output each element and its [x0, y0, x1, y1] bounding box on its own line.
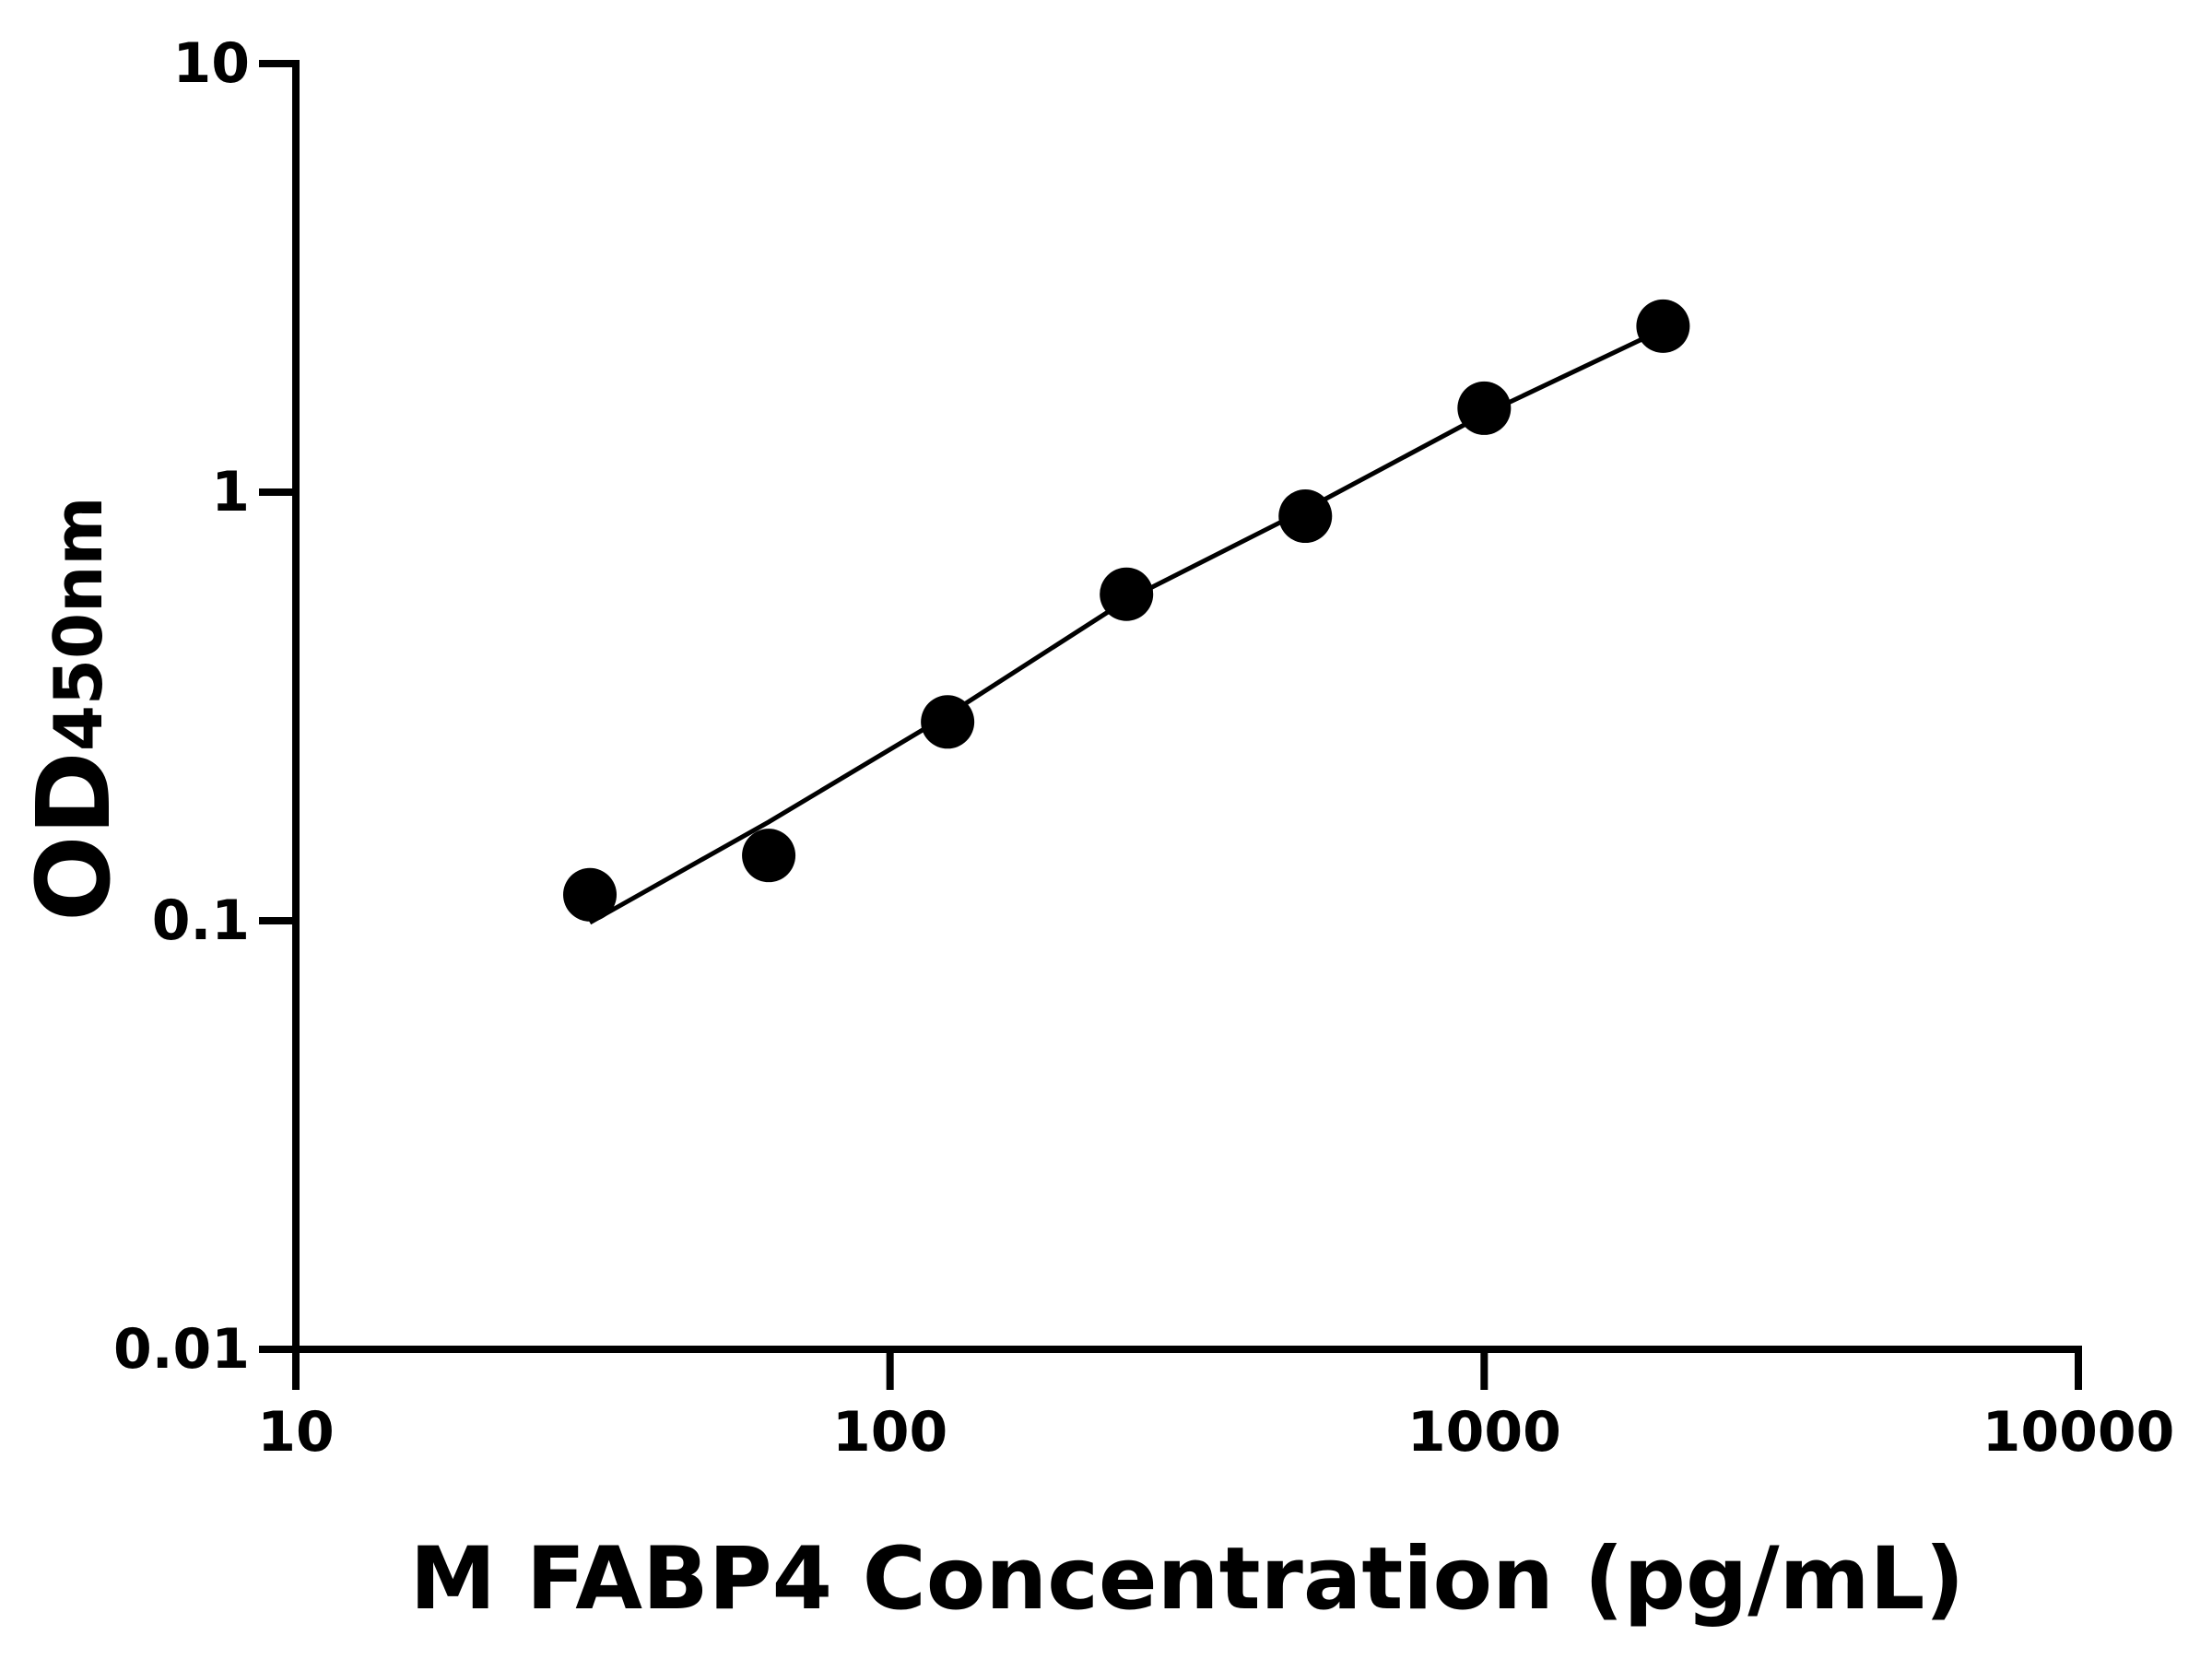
y-tick-label: 1 — [211, 460, 250, 524]
data-point — [742, 829, 796, 883]
data-point — [1457, 381, 1512, 435]
y-axis-label-group: OD450nm — [15, 497, 133, 922]
x-axis-label: M FABP4 Concentration (pg/mL) — [410, 1529, 1965, 1630]
y-axis-label: OD450nm — [15, 497, 133, 922]
data-point — [1636, 299, 1690, 353]
y-tick-label: 0.1 — [152, 888, 250, 953]
data-point — [1100, 567, 1154, 621]
data-point — [1278, 489, 1333, 544]
x-tick-label: 100 — [832, 1400, 947, 1465]
x-tick-label: 10 — [257, 1400, 335, 1465]
data-point — [921, 695, 975, 749]
y-tick-label: 10 — [173, 31, 251, 96]
x-tick-label: 10000 — [1983, 1400, 2175, 1465]
data-point — [563, 867, 618, 922]
y-axis-label-main: OD — [15, 751, 133, 922]
y-axis-label-sub: 450nm — [40, 497, 117, 752]
x-tick-label: 1000 — [1407, 1400, 1561, 1465]
y-tick-label: 0.01 — [113, 1317, 250, 1382]
